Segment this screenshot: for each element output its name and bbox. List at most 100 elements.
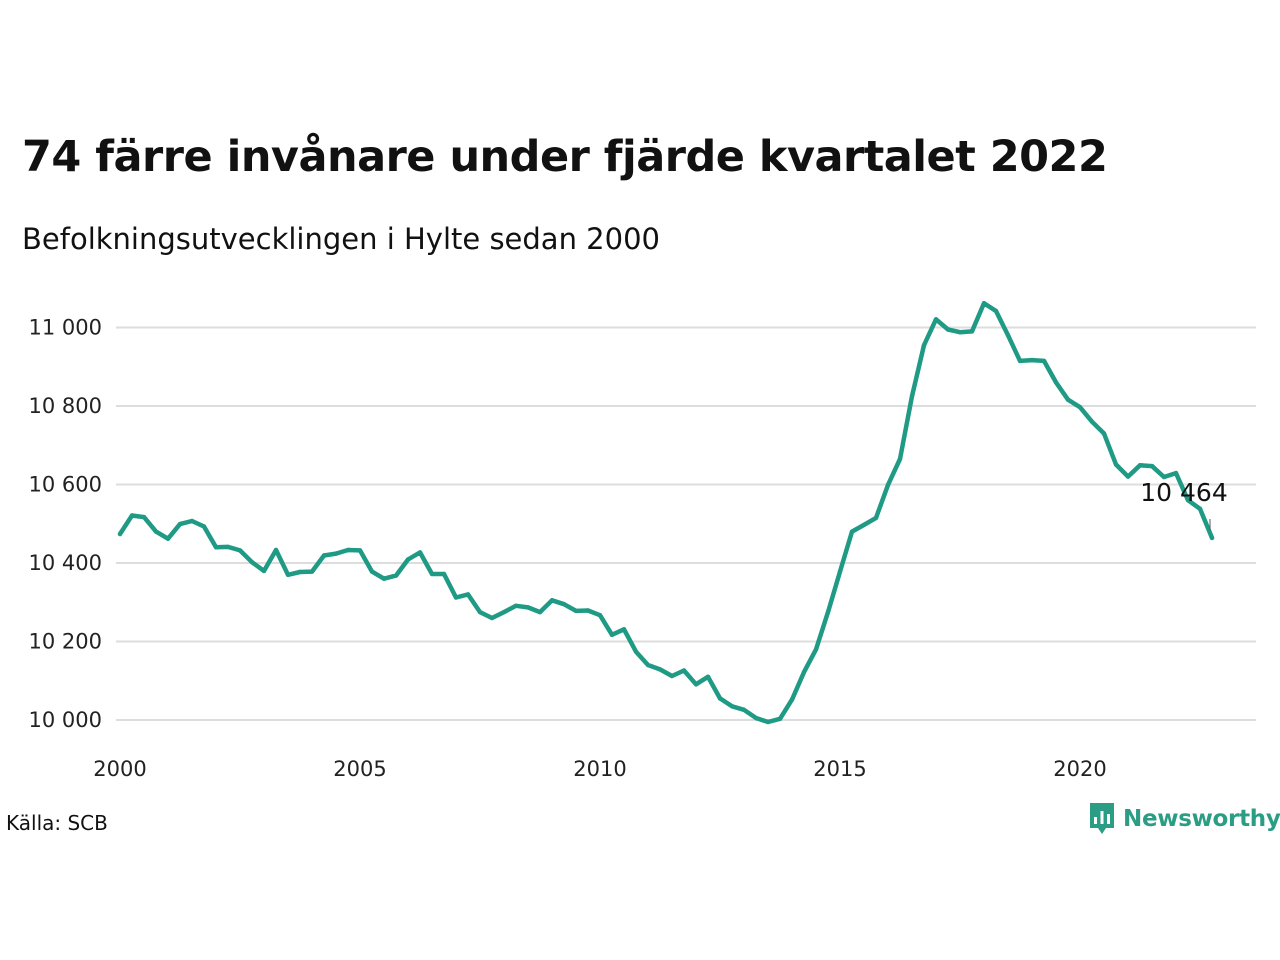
data-point bbox=[549, 598, 555, 603]
data-point bbox=[1053, 380, 1059, 385]
data-point bbox=[1101, 431, 1107, 436]
y-tick-label: 10 000 bbox=[29, 708, 102, 732]
data-point bbox=[465, 592, 471, 597]
data-point bbox=[633, 649, 639, 654]
data-point bbox=[717, 696, 723, 701]
data-point bbox=[165, 536, 171, 541]
chart-title: 74 färre invånare under fjärde kvartalet… bbox=[22, 132, 1108, 182]
data-point bbox=[933, 317, 939, 322]
data-point bbox=[909, 394, 915, 399]
data-point bbox=[417, 550, 423, 555]
data-point bbox=[405, 557, 411, 562]
data-point bbox=[381, 576, 387, 581]
data-point bbox=[153, 529, 159, 534]
series-layer bbox=[117, 300, 1215, 725]
x-tick-label: 2005 bbox=[333, 757, 386, 781]
end-value-label: 10 464 bbox=[1140, 478, 1227, 507]
data-point bbox=[177, 521, 183, 527]
data-point bbox=[273, 547, 279, 553]
chart-subtitle: Befolkningsutvecklingen i Hylte sedan 20… bbox=[22, 222, 660, 256]
data-point bbox=[237, 548, 243, 553]
data-point bbox=[741, 707, 747, 712]
data-point bbox=[765, 719, 771, 725]
data-point bbox=[873, 515, 879, 521]
data-point bbox=[573, 608, 579, 614]
series-line bbox=[117, 300, 1215, 725]
data-point bbox=[1125, 474, 1131, 479]
data-point bbox=[1077, 405, 1083, 410]
data-point bbox=[669, 673, 675, 679]
x-tick-label: 2020 bbox=[1053, 757, 1106, 781]
y-tick-label: 10 800 bbox=[29, 394, 102, 418]
data-point bbox=[957, 330, 963, 335]
data-point bbox=[249, 560, 255, 565]
newsworthy-logo-icon bbox=[1090, 803, 1114, 834]
data-point bbox=[513, 603, 519, 608]
data-point bbox=[309, 569, 315, 574]
data-point bbox=[981, 301, 987, 306]
gridlines bbox=[116, 326, 1256, 721]
data-point bbox=[645, 662, 651, 668]
data-point bbox=[1041, 358, 1047, 364]
data-point bbox=[1209, 535, 1215, 541]
data-point bbox=[393, 573, 399, 578]
data-point bbox=[189, 518, 195, 524]
data-point bbox=[693, 682, 699, 687]
data-point bbox=[801, 669, 807, 675]
data-point bbox=[345, 547, 351, 553]
data-point bbox=[621, 627, 627, 632]
data-point bbox=[705, 674, 711, 679]
data-point bbox=[297, 569, 303, 575]
data-point bbox=[129, 513, 135, 518]
data-point bbox=[141, 514, 147, 520]
data-point bbox=[477, 609, 483, 615]
data-point bbox=[597, 613, 603, 618]
data-point bbox=[429, 571, 435, 577]
data-point bbox=[789, 697, 795, 702]
data-point bbox=[861, 522, 867, 528]
data-point bbox=[1065, 397, 1071, 402]
data-point bbox=[609, 632, 615, 637]
data-point bbox=[1185, 498, 1191, 503]
data-point bbox=[969, 329, 975, 334]
data-point bbox=[1113, 462, 1119, 467]
data-point bbox=[753, 715, 759, 721]
data-point bbox=[849, 529, 855, 534]
data-point bbox=[525, 605, 531, 610]
data-point bbox=[285, 572, 291, 577]
data-point bbox=[321, 553, 327, 558]
data-point bbox=[213, 545, 219, 550]
data-point bbox=[1137, 463, 1143, 468]
data-point bbox=[777, 716, 783, 721]
data-point bbox=[897, 456, 903, 462]
data-point bbox=[501, 609, 507, 615]
data-point bbox=[1029, 357, 1035, 363]
data-point bbox=[561, 602, 567, 607]
data-point bbox=[945, 327, 951, 332]
data-point bbox=[201, 524, 207, 529]
data-point bbox=[681, 668, 687, 673]
y-tick-label: 11 000 bbox=[29, 316, 102, 340]
data-point bbox=[657, 667, 663, 672]
data-point bbox=[885, 482, 891, 488]
data-point bbox=[1161, 474, 1167, 480]
data-point bbox=[1173, 470, 1179, 476]
data-point bbox=[1197, 506, 1203, 511]
y-tick-label: 10 400 bbox=[29, 551, 102, 575]
data-point bbox=[369, 569, 375, 574]
data-point bbox=[537, 609, 543, 615]
data-point bbox=[357, 548, 363, 553]
data-point bbox=[837, 569, 843, 574]
data-point bbox=[225, 544, 231, 550]
data-point bbox=[1089, 419, 1095, 424]
data-point bbox=[921, 343, 927, 348]
brand-logo: Newsworthy bbox=[1088, 802, 1280, 836]
y-tick-label: 10 200 bbox=[29, 630, 102, 654]
data-point bbox=[993, 308, 999, 314]
x-tick-label: 2000 bbox=[93, 757, 146, 781]
data-point bbox=[585, 608, 591, 613]
data-point bbox=[813, 647, 819, 652]
data-point bbox=[1005, 333, 1011, 338]
data-point bbox=[117, 531, 123, 537]
